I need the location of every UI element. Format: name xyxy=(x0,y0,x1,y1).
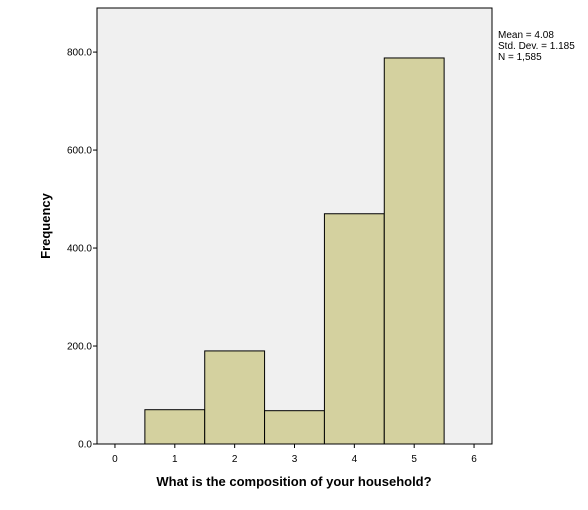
stat-mean: Mean = 4.08 xyxy=(498,30,554,41)
stat-std-dev: Std. Dev. = 1.185 xyxy=(498,41,575,52)
stats-box: Mean = 4.08 Std. Dev. = 1.185 N = 1,585 xyxy=(498,30,575,63)
x-tick-label: 5 xyxy=(411,454,417,465)
x-tick-label: 4 xyxy=(352,454,358,465)
histogram-bar-1 xyxy=(144,409,206,445)
x-tick-label: 2 xyxy=(232,454,238,465)
x-tick-label: 3 xyxy=(292,454,298,465)
y-axis-title: Frequency xyxy=(38,192,53,259)
stat-n: N = 1,585 xyxy=(498,52,542,63)
histogram-bar-3 xyxy=(264,410,325,445)
y-axis: 0.0 200.0 400.0 600.0 800.0 xyxy=(67,48,97,451)
x-tick-label: 0 xyxy=(112,454,118,465)
y-tick-label: 600.0 xyxy=(67,146,92,157)
x-axis: 0 1 2 3 4 5 6 xyxy=(112,444,477,465)
y-tick-label: 800.0 xyxy=(67,48,92,59)
histogram-bar-2 xyxy=(204,350,266,445)
x-tick-label: 6 xyxy=(471,454,477,465)
y-tick-label: 200.0 xyxy=(67,342,92,353)
x-axis-title: What is the composition of your househol… xyxy=(156,474,431,489)
y-tick-label: 400.0 xyxy=(67,244,92,255)
y-tick-label: 0.0 xyxy=(78,440,92,451)
histogram-bar-5 xyxy=(383,57,445,445)
x-tick-label: 1 xyxy=(172,454,178,465)
histogram-bar-4 xyxy=(323,213,385,445)
bars-group xyxy=(144,57,445,445)
